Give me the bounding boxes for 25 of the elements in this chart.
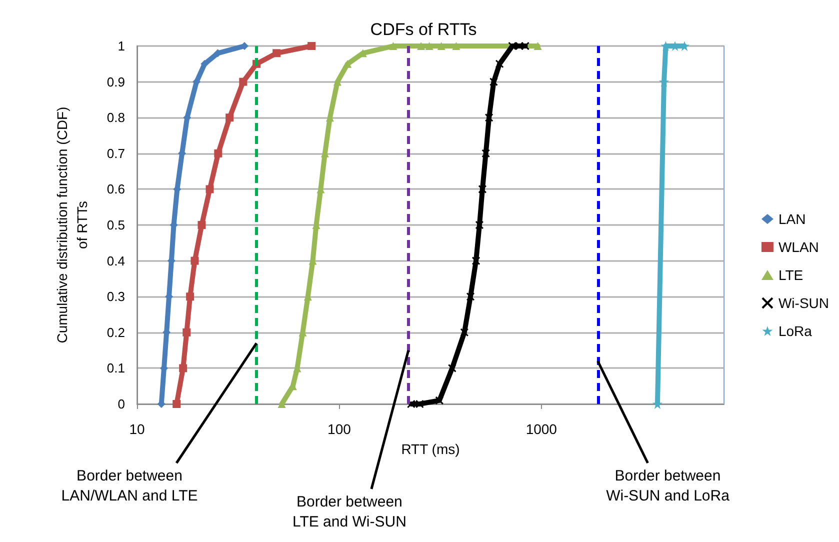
legend-label: LTE [778,267,804,283]
annotation: Border between LAN/WLAN and LTE [61,468,198,504]
y-tick-label: 0.8 [106,110,125,126]
x-tick-label: 100 [328,421,352,437]
chart-title: CDFs of RTTs [370,20,477,39]
legend-label: LoRa [778,323,812,339]
y-tick-label: 0.9 [106,74,125,90]
x-axis-title: RTT (ms) [401,441,460,457]
legend-label: LAN [778,211,806,227]
y-tick-label: 0.7 [106,146,125,161]
annotation: Border between Wi-SUN and LoRa [606,468,730,504]
y-tick-label: 0.5 [106,218,125,232]
y-tick-label: 0.1 [106,360,125,376]
x-tick-label: 1000 [526,421,558,437]
y-tick-label: 0.3 [106,289,125,304]
y-tick-label: 0 [118,396,125,412]
y-tick-label: 0.2 [106,324,125,340]
annotation: Border between LTE and Wi-SUN [292,494,406,530]
y-tick-label: 0.4 [106,253,125,268]
legend-label: WLAN [778,239,819,255]
x-tick-label: 10 [129,421,145,437]
y-tick-label: 0.6 [106,182,125,197]
y-tick-label: 1 [118,38,125,54]
legend-label: Wi-SUN [778,295,829,311]
y-axis-title: Cumulative distribution function (CDF) of RTTs [54,106,90,344]
